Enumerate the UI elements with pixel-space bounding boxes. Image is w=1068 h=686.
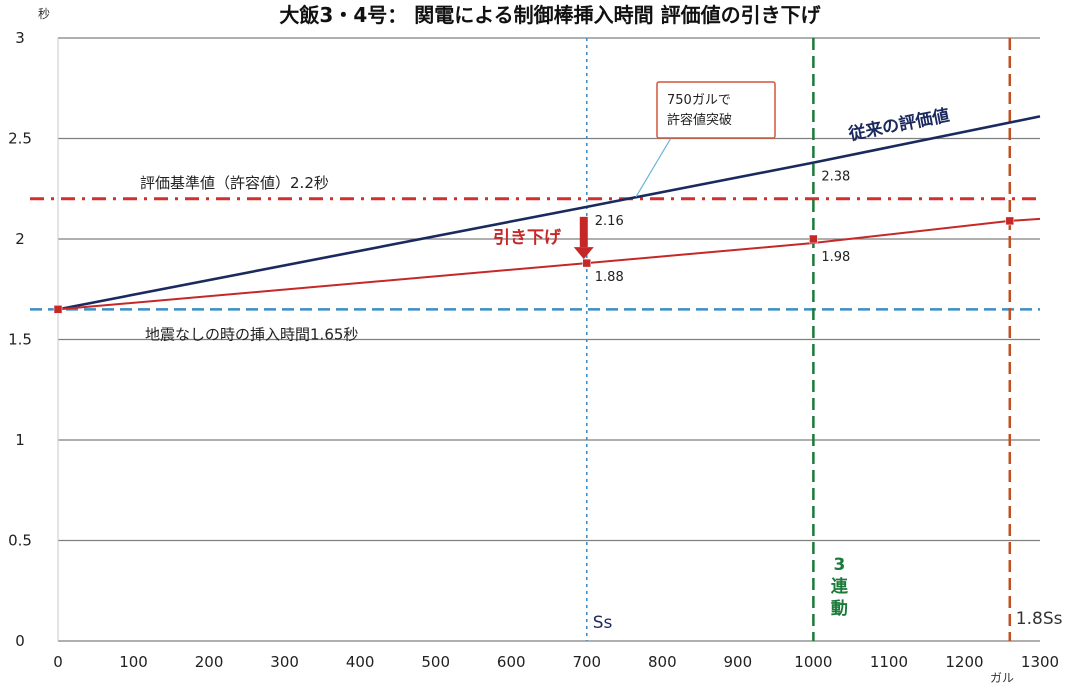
ref-label-allowable: 評価基準値（許容値）2.2秒: [140, 174, 329, 192]
y-tick-label: 0.5: [8, 532, 32, 550]
x-tick-label: 700: [572, 653, 601, 671]
data-label: 2.16: [595, 214, 624, 229]
y-tick-label: 1.5: [8, 331, 32, 349]
ref-label-ss: Ss: [593, 613, 613, 633]
ref-label-1-8ss: 1.8Ss: [1016, 609, 1063, 629]
y-unit-label: 秒: [38, 7, 50, 21]
ref-label-no-quake: 地震なしの時の挿入時間1.65秒: [145, 325, 358, 343]
y-tick-label: 2.5: [8, 130, 32, 148]
callout-text: 750ガルで許容値突破: [667, 93, 732, 128]
x-tick-label: 900: [724, 653, 753, 671]
data-point-marker: [53, 305, 63, 314]
y-tick-label: 0: [15, 632, 25, 650]
callout-box: [656, 81, 776, 139]
data-label: 1.98: [821, 250, 850, 265]
data-label: 2.38: [821, 170, 850, 185]
ticks: 0 0.5 1 1.5 2 2.5 3 0 100 200 300 400 500 600 700 800 90…: [8, 29, 1059, 671]
x-tick-label: 100: [119, 653, 148, 671]
y-tick-label: 1: [15, 431, 25, 449]
x-unit-label: ガル: [990, 671, 1014, 685]
data-label: 1.88: [595, 270, 624, 285]
x-tick-label: 1100: [870, 653, 908, 671]
x-tick-label: 500: [421, 653, 450, 671]
reference-lines: [30, 38, 1040, 641]
data-point-marker: [582, 258, 592, 268]
arrow-label: 引き下げ: [493, 228, 562, 248]
y-tick-label: 2: [15, 230, 25, 248]
x-tick-label: 0: [53, 653, 63, 671]
x-tick-label: 600: [497, 653, 526, 671]
ref-label-3-rendo: 3 連動: [831, 555, 849, 619]
series-layer: [53, 115, 1041, 314]
x-tick-label: 200: [195, 653, 224, 671]
arrow-head: [573, 247, 594, 260]
y-tick-label: 3: [15, 29, 25, 47]
data-point-marker: [809, 234, 818, 244]
x-tick-label: 1300: [1021, 653, 1059, 671]
chart-title: 大飯3・4号： 関電による制御棒挿入時間 評価値の引き下げ: [279, 3, 821, 27]
x-tick-label: 1000: [794, 653, 832, 671]
x-tick-label: 800: [648, 653, 677, 671]
grid: [57, 37, 1040, 642]
data-point-marker: [1005, 216, 1015, 226]
series-line: [57, 115, 1041, 311]
arrow-shaft: [579, 216, 588, 248]
x-tick-label: 400: [346, 653, 375, 671]
callout-pointer: [635, 137, 672, 198]
x-tick-label: 300: [270, 653, 299, 671]
x-tick-label: 1200: [945, 653, 983, 671]
